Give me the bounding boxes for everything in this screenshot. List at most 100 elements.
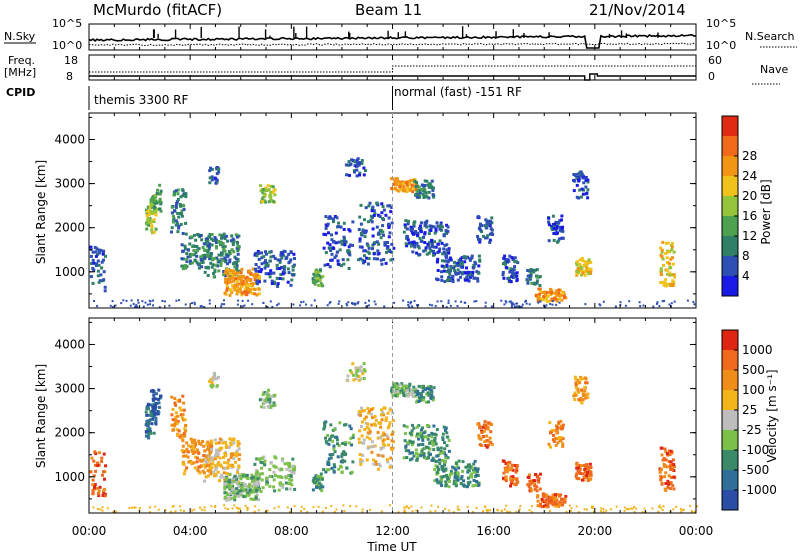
range-gate-cell [358, 171, 362, 175]
range-gate-cell [182, 208, 186, 211]
range-gate-cell [342, 221, 346, 225]
range-gate-cell [97, 489, 101, 493]
range-gate-cell [94, 469, 98, 473]
range-gate-cell [669, 257, 673, 261]
range-gate-cell [586, 392, 590, 396]
range-gate-cell [235, 264, 239, 268]
range-gate-cell [311, 277, 315, 281]
range-gate-cell [370, 450, 374, 454]
range-gate-cell [486, 510, 489, 513]
range-gate-cell [513, 265, 516, 269]
range-gate-cell [551, 503, 555, 507]
range-gate-cell [435, 428, 439, 432]
range-gate-cell [91, 258, 95, 262]
range-gate-cell [146, 402, 150, 406]
range-gate-cell [152, 218, 156, 222]
range-gate-cell [526, 281, 530, 285]
range-gate-cell [235, 449, 239, 453]
range-gate-cell [396, 177, 399, 181]
range-gate-cell [419, 240, 423, 243]
range-gate-cell [273, 403, 277, 407]
range-gate-cell [103, 285, 107, 289]
range-gate-cell [554, 292, 558, 295]
range-gate-cell [173, 422, 177, 426]
range-gate-cell [170, 230, 173, 234]
range-gate-cell [188, 252, 192, 256]
range-gate-cell [246, 287, 249, 290]
range-gate-cell [386, 426, 390, 430]
range-gate-cell [439, 446, 443, 450]
range-gate-cell [367, 257, 371, 261]
range-gate-cell [299, 304, 302, 307]
range-gate-cell [332, 447, 336, 451]
range-gate-cell [220, 473, 224, 477]
range-gate-cell [665, 465, 669, 469]
range-gate-cell [582, 181, 586, 185]
range-gate-cell [515, 466, 519, 470]
range-gate-cell [560, 226, 564, 230]
range-gate-cell [342, 262, 346, 266]
range-gate-cell [413, 243, 417, 247]
range-gate-cell [422, 235, 425, 239]
range-gate-cell [375, 202, 379, 206]
range-gate-cell [660, 272, 664, 276]
range-gate-cell [91, 483, 95, 487]
range-gate-cell [285, 467, 289, 471]
range-gate-cell [264, 252, 268, 256]
range-gate-cell [484, 301, 487, 304]
y-tick-label: 4000 [54, 132, 85, 146]
range-gate-cell [350, 470, 354, 474]
range-gate-cell [341, 258, 345, 262]
range-gate-cell [319, 472, 323, 476]
range-gate-cell [280, 468, 284, 472]
range-gate-cell [191, 444, 195, 448]
range-gate-cell [429, 390, 433, 394]
range-gate-cell [174, 223, 178, 227]
range-gate-cell [184, 221, 188, 225]
range-gate-cell [418, 224, 422, 228]
range-gate-cell [336, 442, 339, 446]
range-gate-cell [657, 510, 660, 513]
range-gate-cell [442, 474, 446, 478]
colorbar-segment [722, 176, 738, 196]
freq-line [89, 73, 696, 81]
range-gate-cell [371, 416, 375, 420]
range-gate-cell [409, 302, 412, 305]
range-gate-cell [263, 391, 267, 395]
range-gate-cell [181, 267, 185, 271]
range-gate-cell [406, 235, 410, 239]
range-gate-cell [206, 440, 210, 444]
range-gate-cell [395, 394, 399, 398]
range-gate-cell [484, 505, 486, 508]
range-gate-cell [545, 494, 549, 498]
range-gate-cell [408, 440, 412, 443]
range-gate-cell [214, 238, 218, 242]
range-gate-cell [387, 248, 391, 252]
range-gate-cell [366, 446, 370, 450]
range-gate-cell [241, 299, 244, 302]
range-gate-cell [180, 433, 183, 437]
range-gate-cell [555, 303, 558, 306]
range-gate-cell [158, 207, 161, 211]
range-gate-cell [361, 459, 365, 463]
range-gate-cell [445, 473, 449, 477]
range-gate-cell [238, 453, 242, 457]
range-gate-cell [111, 306, 114, 309]
range-gate-cell [669, 266, 673, 269]
colorbar-segment [722, 236, 738, 256]
range-gate-cell [356, 157, 360, 161]
range-gate-cell [444, 229, 448, 233]
range-gate-cell [346, 374, 350, 378]
range-gate-cell [217, 441, 221, 445]
range-gate-cell [506, 465, 510, 469]
range-gate-cell [475, 473, 478, 477]
range-gate-cell [207, 244, 210, 248]
range-gate-cell [362, 362, 366, 366]
range-gate-cell [504, 300, 507, 303]
range-gate-cell [560, 298, 564, 302]
range-gate-cell [662, 462, 666, 466]
range-gate-cell [175, 422, 179, 426]
range-gate-cell [428, 224, 432, 228]
range-gate-cell [418, 236, 422, 240]
range-gate-cell [293, 468, 297, 472]
